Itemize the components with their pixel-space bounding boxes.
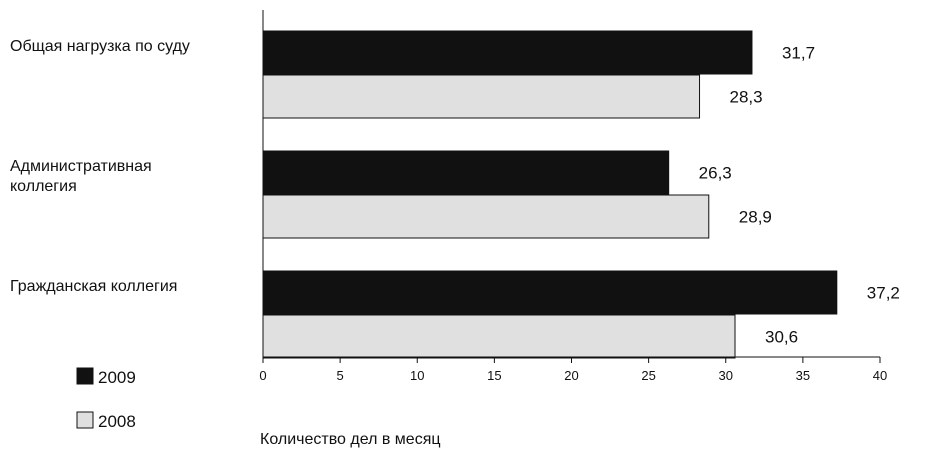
bars <box>263 31 837 358</box>
x-tick-label: 20 <box>564 368 578 383</box>
value-label: 28,9 <box>739 208 772 227</box>
value-label: 37,2 <box>867 284 900 303</box>
x-tick-label: 0 <box>259 368 266 383</box>
legend-swatch-2009 <box>77 368 93 384</box>
legend-label: 2008 <box>98 412 136 431</box>
x-tick-label: 30 <box>719 368 733 383</box>
x-tick-label: 40 <box>873 368 887 383</box>
x-tick-label: 35 <box>796 368 810 383</box>
category-label: Общая нагрузка по суду <box>10 38 190 55</box>
bar-2008-0 <box>263 75 700 118</box>
x-tick-label: 15 <box>487 368 501 383</box>
x-tick-label: 25 <box>641 368 655 383</box>
category-labels: Общая нагрузка по суду Административная ко… <box>10 38 190 295</box>
bar-2009-0 <box>263 31 752 74</box>
category-label: Гражданская коллегия <box>10 278 177 295</box>
x-axis-title: Количество дел в месяц <box>260 431 441 448</box>
category-label: Административная коллегия <box>10 158 152 195</box>
value-label: 30,6 <box>765 328 798 347</box>
x-tick-label: 10 <box>410 368 424 383</box>
x-tick-label: 5 <box>337 368 344 383</box>
bar-2008-2 <box>263 315 735 358</box>
bar-2009-1 <box>263 151 669 194</box>
bar-2008-1 <box>263 195 709 238</box>
value-label: 31,7 <box>782 44 815 63</box>
value-label: 26,3 <box>699 164 732 183</box>
value-label: 28,3 <box>730 88 763 107</box>
legend: 2009 2008 <box>77 368 136 431</box>
bar-2009-2 <box>263 271 837 314</box>
legend-label: 2009 <box>98 368 136 387</box>
legend-swatch-2008 <box>77 412 93 428</box>
